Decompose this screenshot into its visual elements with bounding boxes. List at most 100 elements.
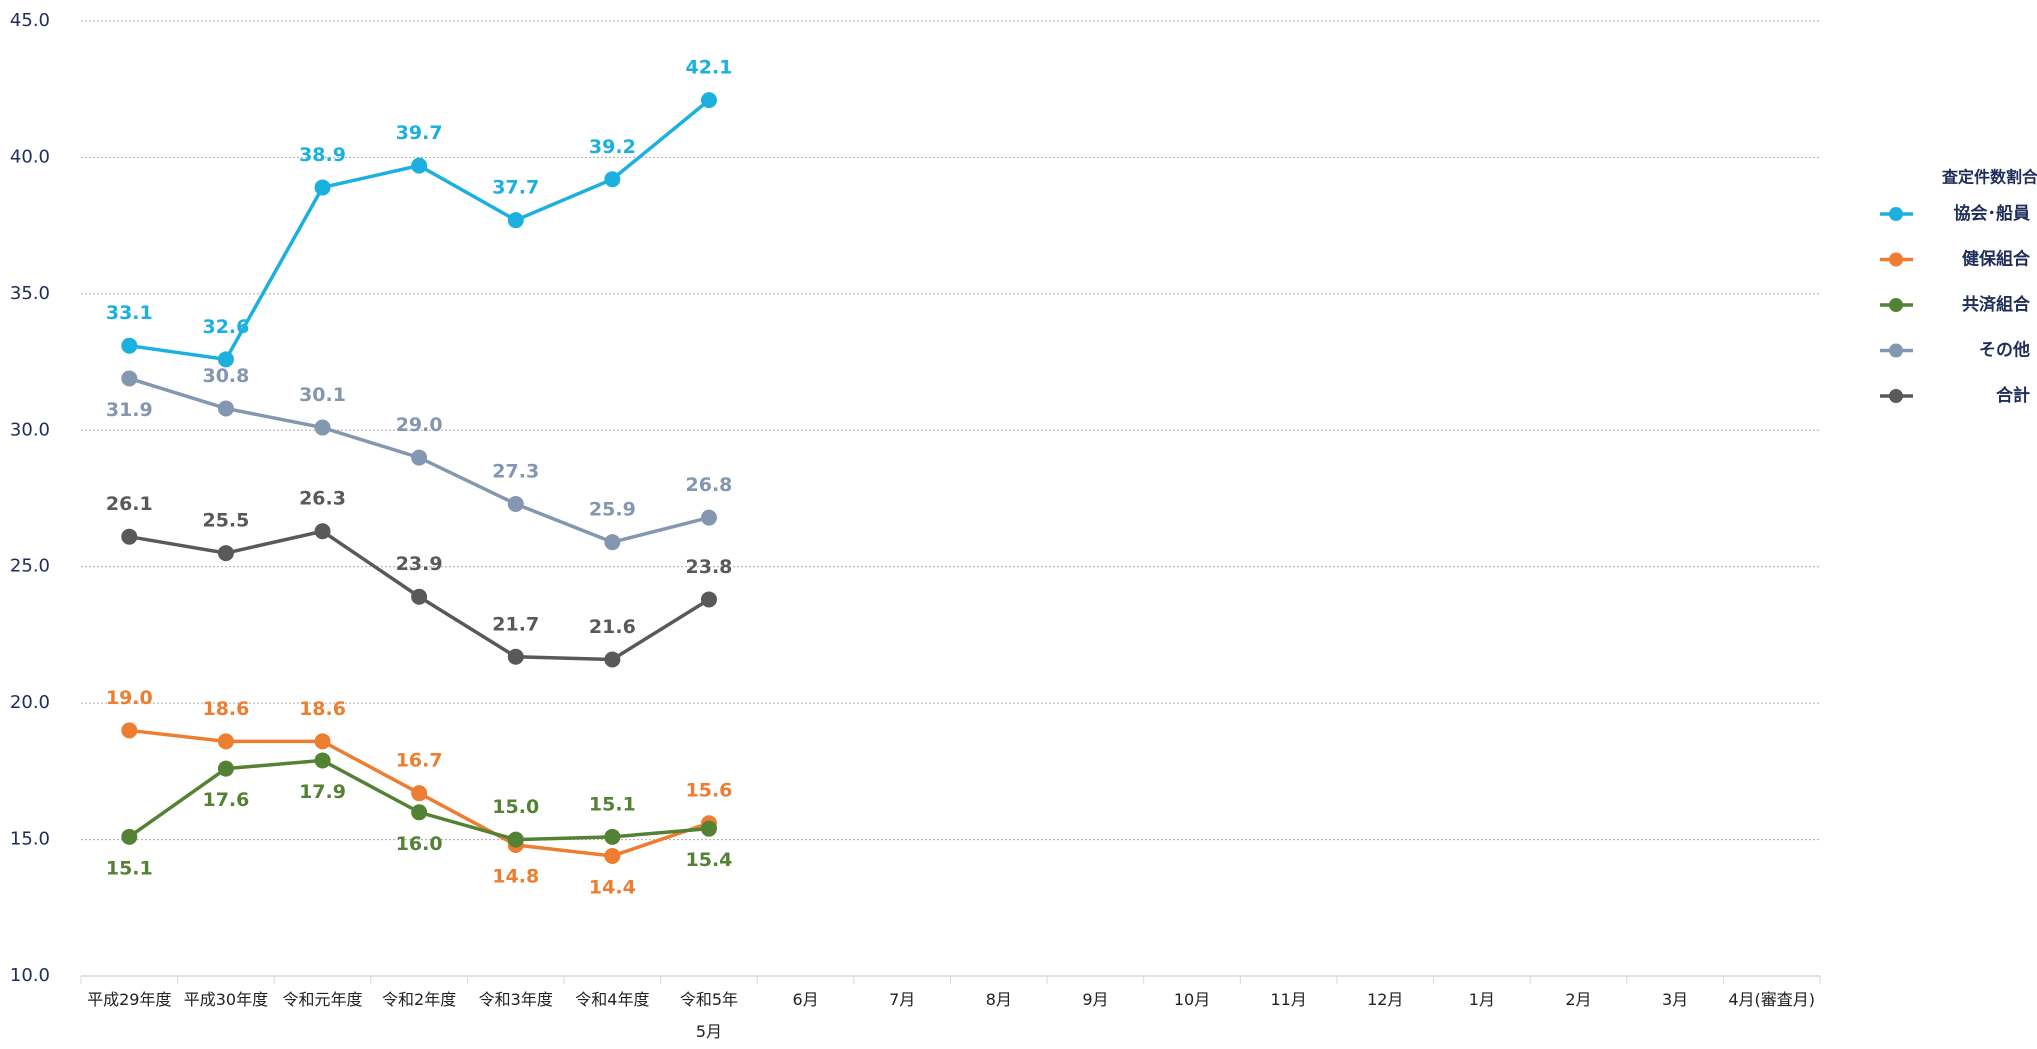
data-point: [604, 171, 621, 188]
data-point: [507, 495, 524, 512]
data-label: 15.6: [686, 780, 733, 802]
data-label: 26.3: [299, 488, 346, 510]
data-point: [217, 733, 234, 750]
x-tick-label: 3月: [1661, 990, 1689, 1009]
data-point: [604, 847, 621, 864]
data-point: [700, 591, 717, 608]
data-label: 18.6: [299, 698, 346, 720]
x-tick-label: 9月: [1082, 990, 1109, 1009]
x-tick-label: 令和5年 5月: [679, 990, 739, 1041]
x-tick-label: 7月: [889, 990, 916, 1009]
data-point: [314, 523, 331, 540]
data-label: 26.8: [686, 474, 733, 496]
legend-label: 協会･船員: [1954, 203, 2031, 224]
data-label: 23.9: [396, 553, 443, 575]
y-tick-label: 25.0: [10, 556, 50, 577]
data-label: 37.7: [492, 177, 539, 199]
y-tick-label: 30.0: [10, 419, 50, 440]
x-tick-label: 平成30年度: [183, 990, 269, 1009]
data-point: [604, 828, 621, 845]
x-tick-label: 1月: [1468, 990, 1495, 1009]
data-label: 21.6: [589, 616, 636, 638]
data-label: 14.8: [492, 866, 539, 888]
data-point: [314, 179, 331, 196]
data-point: [121, 722, 138, 739]
data-label: 18.6: [202, 698, 249, 720]
x-tick-label: 4月(審査月): [1728, 990, 1816, 1009]
data-label: 29.0: [396, 414, 443, 436]
data-label: 25.5: [202, 510, 249, 532]
data-point: [121, 528, 138, 545]
x-tick-label: 令和4年度: [575, 990, 650, 1009]
data-point: [217, 545, 234, 562]
data-label: 42.1: [686, 57, 733, 79]
data-label: 16.7: [396, 750, 443, 772]
y-tick-label: 20.0: [10, 692, 50, 713]
data-label: 15.4: [686, 849, 733, 871]
data-label: 32.6: [202, 316, 249, 338]
data-point: [700, 820, 717, 837]
x-tick-label: 12月: [1367, 990, 1404, 1009]
data-point: [507, 212, 524, 229]
data-label: 38.9: [299, 144, 346, 166]
data-point: [604, 534, 621, 551]
data-label: 21.7: [492, 613, 539, 635]
legend-marker: [1889, 343, 1903, 358]
x-tick-label: 6月: [792, 990, 819, 1009]
data-label: 39.2: [589, 136, 636, 158]
y-tick-label: 15.0: [10, 829, 50, 850]
y-tick-label: 40.0: [10, 146, 50, 167]
data-point: [121, 828, 138, 845]
legend-label: 健保組合: [1962, 249, 2031, 270]
y-tick-label: 10.0: [10, 965, 50, 986]
y-tick-label: 45.0: [10, 10, 50, 31]
data-label: 27.3: [492, 460, 539, 482]
data-label: 26.1: [106, 493, 153, 515]
data-label: 16.0: [396, 833, 443, 855]
data-point: [507, 831, 524, 848]
data-label: 17.9: [299, 781, 346, 803]
data-point: [411, 588, 428, 605]
data-point: [411, 449, 428, 466]
legend-title: 査定件数割合: [1942, 168, 2037, 187]
legend-label: その他: [1979, 340, 2030, 361]
legend-marker: [1889, 252, 1903, 267]
legend-label: 共済組合: [1962, 294, 2031, 315]
data-point: [700, 509, 717, 526]
data-label: 25.9: [589, 499, 636, 521]
legend-marker: [1889, 389, 1903, 403]
data-point: [411, 157, 428, 174]
x-tick-label: 令和2年度: [382, 990, 457, 1009]
data-point: [217, 760, 234, 777]
x-tick-label: 11月: [1270, 990, 1307, 1009]
x-tick-label: 平成29年度: [87, 990, 172, 1009]
data-point: [121, 337, 138, 354]
data-label: 15.1: [106, 857, 153, 879]
data-label: 31.9: [106, 399, 153, 421]
data-point: [121, 370, 138, 387]
data-label: 23.8: [686, 556, 733, 578]
data-label: 30.8: [202, 365, 249, 387]
x-tick-label: 10月: [1173, 990, 1211, 1009]
data-point: [314, 419, 331, 436]
legend-marker: [1889, 207, 1903, 221]
data-label: 39.7: [396, 122, 443, 144]
data-label: 15.0: [492, 796, 539, 818]
data-label: 19.0: [106, 687, 153, 709]
data-label: 14.4: [589, 876, 636, 898]
data-point: [217, 400, 234, 417]
legend-marker: [1889, 298, 1903, 312]
data-point: [217, 351, 234, 368]
x-tick-label: 2月: [1565, 990, 1592, 1009]
y-tick-label: 35.0: [10, 283, 50, 304]
data-label: 15.1: [589, 793, 636, 815]
data-label: 33.1: [106, 302, 153, 324]
legend-label: 合計: [1996, 385, 2030, 406]
data-label: 17.6: [202, 789, 249, 811]
data-point: [314, 752, 331, 769]
data-point: [411, 804, 428, 821]
x-tick-label: 令和3年度: [478, 990, 553, 1009]
data-point: [411, 785, 428, 802]
